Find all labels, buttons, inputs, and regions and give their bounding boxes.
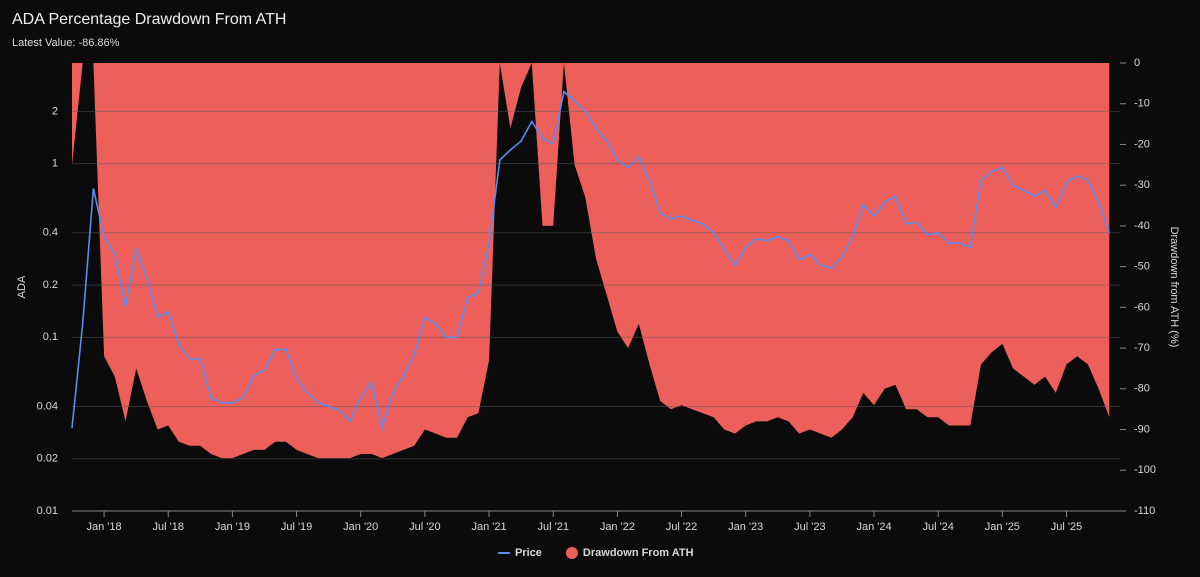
- x-tick-label: Jan '22: [600, 521, 635, 533]
- y2-axis-title: Drawdown from ATH (%): [1168, 227, 1180, 348]
- y2-tick-label: -30: [1134, 179, 1150, 191]
- x-tick-label: Jul '20: [409, 521, 440, 533]
- y2-tick-label: -70: [1134, 342, 1150, 354]
- y2-tick-label: -50: [1134, 261, 1150, 273]
- y2-tick-label: -110: [1134, 505, 1155, 517]
- chart-title: ADA Percentage Drawdown From ATH: [12, 11, 286, 28]
- y2-tick-label: -10: [1134, 98, 1150, 110]
- y2-tick-label: -60: [1134, 301, 1150, 313]
- x-tick-label: Jan '19: [215, 521, 250, 533]
- chart-subtitle: Latest Value: -86.86%: [12, 37, 120, 49]
- x-tick-label: Jan '20: [343, 521, 378, 533]
- x-tick-label: Jan '24: [856, 521, 891, 533]
- x-tick-label: Jan '23: [728, 521, 763, 533]
- legend-marker: [565, 547, 578, 559]
- x-tick-label: Jul '18: [153, 521, 184, 533]
- legend-label: Price: [515, 547, 542, 559]
- drawdown-area: [72, 63, 1110, 459]
- x-tick-label: Jul '24: [922, 521, 953, 533]
- x-tick-label: Jul '19: [281, 521, 312, 533]
- x-tick-label: Jan '18: [87, 521, 122, 533]
- y-axis-title: ADA: [16, 275, 28, 298]
- y-tick-label: 1: [52, 158, 58, 170]
- y2-tick-label: 0: [1134, 57, 1140, 69]
- x-tick-label: Jul '22: [666, 521, 697, 533]
- x-tick-label: Jul '25: [1051, 521, 1082, 533]
- y-tick-label: 0.2: [43, 279, 58, 291]
- y-tick-label: 2: [52, 105, 58, 117]
- y2-tick-label: -100: [1134, 464, 1156, 476]
- x-tick-label: Jul '23: [794, 521, 825, 533]
- y2-tick-label: -80: [1134, 383, 1150, 395]
- y-tick-label: 0.4: [43, 227, 58, 239]
- y2-tick-label: -40: [1134, 220, 1150, 232]
- legend-label: Drawdown From ATH: [583, 547, 694, 559]
- y2-tick-label: -20: [1134, 138, 1150, 150]
- y-tick-label: 0.02: [37, 453, 58, 465]
- y-tick-label: 0.01: [37, 505, 58, 517]
- x-tick-label: Jan '21: [471, 521, 506, 533]
- y-tick-label: 0.04: [37, 400, 58, 412]
- price-line: [71, 90, 1111, 432]
- x-tick-label: Jan '25: [985, 521, 1020, 533]
- x-tick-label: Jul '21: [537, 521, 568, 533]
- y-tick-label: 0.1: [43, 331, 58, 343]
- y2-tick-label: -90: [1134, 423, 1150, 435]
